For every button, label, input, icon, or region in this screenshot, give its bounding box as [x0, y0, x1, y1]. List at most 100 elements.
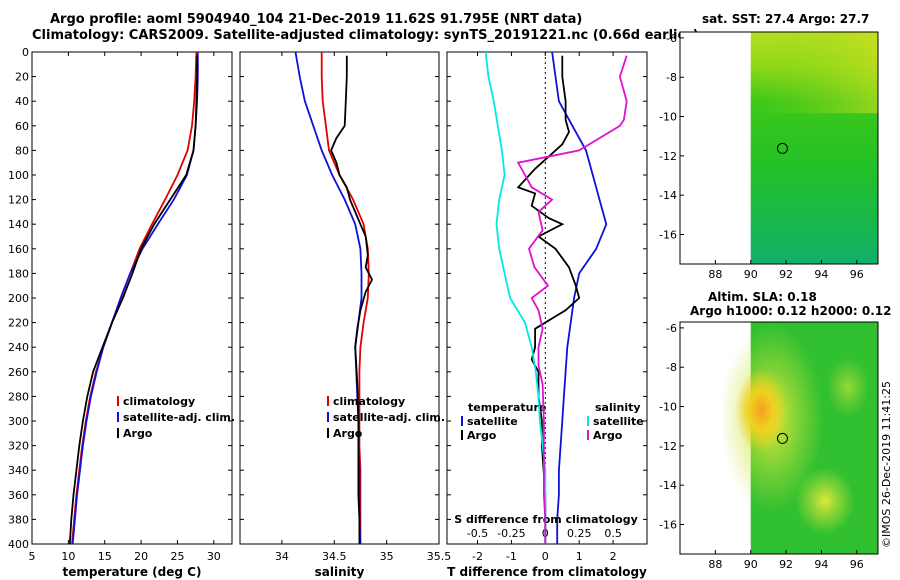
sst_map-ytick-label: -10: [659, 111, 677, 124]
sst_map-xtick-label: 94: [814, 268, 828, 281]
salinity-legend-label: Argo: [333, 427, 363, 440]
sst_map-frame: [679, 31, 879, 265]
temperature-ytick-label: 340: [8, 464, 29, 477]
sla_map-anomaly-east: [825, 356, 870, 417]
temperature-ytick-label: 40: [15, 95, 29, 108]
sla_map-ytick-label: -16: [659, 519, 677, 532]
temperature-ytick-label: 80: [15, 144, 29, 157]
sla_map-xtick-label: 92: [779, 558, 793, 571]
differences-legend-s-label: Argo: [593, 429, 623, 442]
differences-legend-t-heading: temperature: [468, 401, 546, 414]
temperature-xtick-label: 30: [207, 550, 221, 563]
temperature-legend-label: climatology: [123, 395, 195, 408]
sst_map-xtick-label: 96: [850, 268, 864, 281]
temperature-ytick-label: 20: [15, 71, 29, 84]
sla_map-xtick-label: 90: [744, 558, 758, 571]
salinity-legend-label: climatology: [333, 395, 405, 408]
temperature-ytick-label: 60: [15, 120, 29, 133]
salinity-frame: [239, 51, 440, 545]
sst_map-xtick-label: 88: [708, 268, 722, 281]
temperature-ytick-label: 280: [8, 390, 29, 403]
sla_map-ytick-label: -10: [659, 401, 677, 414]
sla_map-ytick-label: -6: [666, 322, 677, 335]
temperature-ytick-label: 300: [8, 415, 29, 428]
salinity-series-argo: [330, 55, 374, 544]
temperature-xtick-label: 10: [61, 550, 75, 563]
sst_map-ytick-label: -6: [666, 32, 677, 45]
differences-s-tick-label: -0.25: [497, 527, 525, 540]
differences-legend-t-label: satellite: [467, 415, 518, 428]
temperature-ytick-label: 320: [8, 440, 29, 453]
sla_map-anomaly-south: [794, 466, 855, 535]
sla_map-xtick-label: 88: [708, 558, 722, 571]
differences-series-argo_salinity: [516, 55, 628, 544]
differences-legend-s-heading: salinity: [595, 401, 641, 414]
temperature-xtick-label: 25: [170, 550, 184, 563]
differences-xtick-label: -2: [472, 550, 483, 563]
sst_map-ytick-label: -14: [659, 189, 677, 202]
sla_map-anomaly-core: [735, 368, 788, 453]
temperature-legend-label: Argo: [123, 427, 153, 440]
differences-frame: [446, 51, 648, 545]
sst_map-argo-marker: [776, 142, 788, 154]
differences-xtick-label: 0: [542, 550, 549, 563]
temperature-ytick-label: 400: [8, 538, 29, 551]
differences-xlabel: T difference from climatology: [447, 565, 647, 579]
sla_map-argo-marker: [776, 432, 788, 444]
title-line-1: Argo profile: aoml 5904940_104 21-Dec-20…: [50, 12, 583, 27]
temperature-ytick-label: 200: [8, 292, 29, 305]
sla-map-title-2: Argo h1000: 0.12 h2000: 0.12: [690, 304, 892, 318]
differences-s-tick-label: -0.5: [467, 527, 488, 540]
temperature-xtick-label: 15: [98, 550, 112, 563]
temperature-ytick-label: 260: [8, 366, 29, 379]
differences-s-tick-label: 0.25: [567, 527, 592, 540]
temperature-ytick-label: 160: [8, 243, 29, 256]
sla_map-ytick-label: -12: [659, 440, 677, 453]
differences-series-argo: [516, 55, 581, 544]
sla_map-xtick-label: 94: [814, 558, 828, 571]
sst_map-ytick-label: -12: [659, 150, 677, 163]
temperature-ytick-label: 360: [8, 489, 29, 502]
sst_map-xtick-label: 90: [744, 268, 758, 281]
differences-xtick-label: 2: [610, 550, 617, 563]
differences-legend-s-label: satellite: [593, 415, 644, 428]
differences-s-tick-label: 0.5: [604, 527, 622, 540]
temperature-legend-label: satellite-adj. clim.: [123, 411, 235, 424]
differences-xtick-label: 1: [576, 550, 583, 563]
sst_map-ytick-label: -16: [659, 229, 677, 242]
sst_map-ytick-label: -8: [666, 71, 677, 84]
sla_map-xtick-label: 96: [850, 558, 864, 571]
temperature-ytick-label: 380: [8, 513, 29, 526]
salinity-xtick-label: 34: [275, 550, 289, 563]
differences-series-satellite: [551, 51, 608, 544]
temperature-frame: [31, 51, 233, 545]
differences-legend-t-label: Argo: [467, 429, 497, 442]
salinity-legend-label: satellite-adj. clim.: [333, 411, 445, 424]
temperature-xlabel: temperature (deg C): [63, 565, 202, 579]
temperature-series-argo: [68, 55, 199, 545]
sla_map-ytick-label: -14: [659, 479, 677, 492]
salinity-xtick-label: 35.5: [427, 550, 452, 563]
salinity-series-climatology: [320, 52, 370, 544]
salinity-xtick-label: 34.5: [322, 550, 347, 563]
differences-xtick-label: -1: [506, 550, 517, 563]
title-line-2: Climatology: CARS2009. Satellite-adjuste…: [32, 28, 699, 43]
sla-map-title-1: Altim. SLA: 0.18: [708, 290, 817, 304]
temperature-ytick-label: 140: [8, 218, 29, 231]
salinity-xlabel: salinity: [315, 565, 365, 579]
temperature-ytick-label: 240: [8, 341, 29, 354]
sst_map-field-warm: [750, 32, 878, 114]
sst_map-xtick-label: 92: [779, 268, 793, 281]
salinity-xtick-label: 35: [380, 550, 394, 563]
sla_map-frame: [679, 321, 879, 555]
temperature-ytick-label: 100: [8, 169, 29, 182]
temperature-ytick-label: 0: [22, 46, 29, 59]
sla_map-ytick-label: -8: [666, 361, 677, 374]
temperature-ytick-label: 180: [8, 267, 29, 280]
temperature-ytick-label: 120: [8, 194, 29, 207]
sst-map-title: sat. SST: 27.4 Argo: 27.7: [702, 12, 870, 26]
temperature-xtick-label: 20: [134, 550, 148, 563]
temperature-ytick-label: 220: [8, 317, 29, 330]
temperature-xtick-label: 5: [29, 550, 36, 563]
